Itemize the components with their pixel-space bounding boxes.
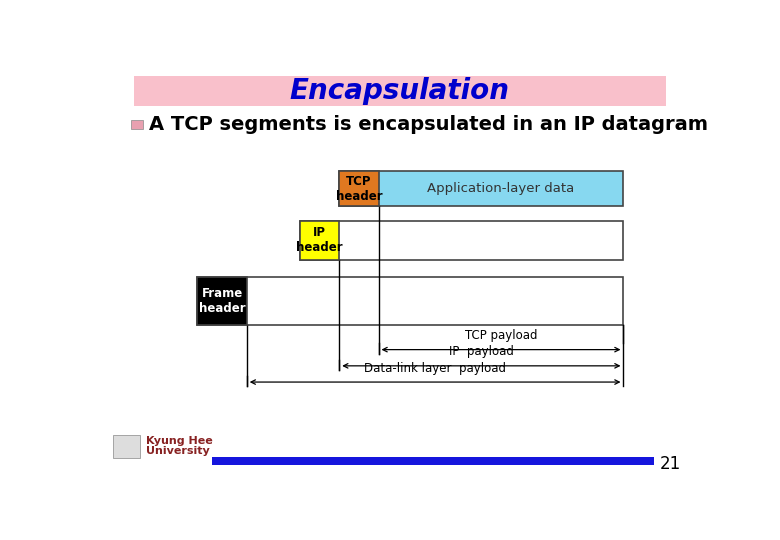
Text: University: University bbox=[146, 447, 210, 456]
Text: A TCP segments is encapsulated in an IP datagram: A TCP segments is encapsulated in an IP … bbox=[149, 115, 708, 134]
Text: IP  payload: IP payload bbox=[449, 346, 514, 359]
Text: Kyung Hee: Kyung Hee bbox=[146, 436, 213, 446]
Text: Frame
header: Frame header bbox=[199, 287, 246, 315]
Text: Data-link layer  payload: Data-link layer payload bbox=[364, 362, 506, 375]
Bar bbox=[300, 221, 339, 260]
Bar bbox=[197, 277, 623, 325]
Bar bbox=[131, 120, 143, 129]
Bar bbox=[300, 221, 623, 260]
Text: Application-layer data: Application-layer data bbox=[427, 182, 575, 195]
Bar bbox=[212, 457, 654, 465]
Bar bbox=[112, 435, 140, 458]
Text: TCP
header: TCP header bbox=[335, 174, 382, 202]
Bar bbox=[197, 277, 246, 325]
Text: 21: 21 bbox=[660, 455, 681, 473]
Bar bbox=[339, 171, 623, 206]
Text: IP
header: IP header bbox=[296, 226, 343, 254]
Text: TCP payload: TCP payload bbox=[465, 329, 537, 342]
Text: Encapsulation: Encapsulation bbox=[289, 77, 510, 105]
Bar bbox=[134, 77, 665, 106]
Bar bbox=[339, 171, 378, 206]
